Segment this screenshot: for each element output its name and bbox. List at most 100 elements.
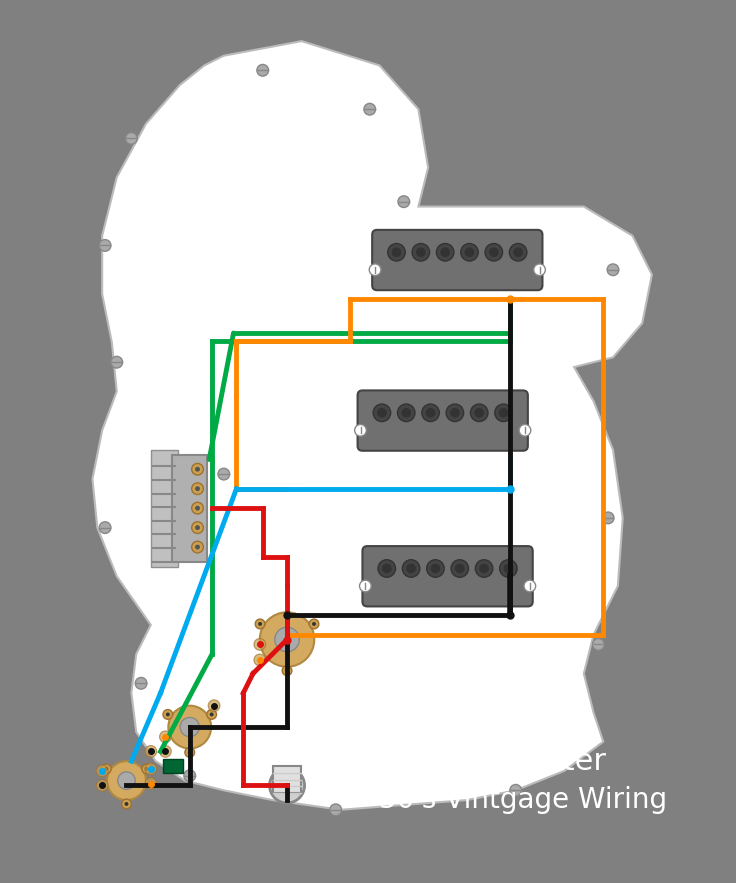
Circle shape: [509, 244, 527, 261]
Circle shape: [392, 247, 401, 257]
Circle shape: [412, 244, 430, 261]
Circle shape: [208, 700, 220, 712]
Circle shape: [105, 767, 108, 771]
Bar: [273, 766, 301, 793]
Circle shape: [355, 425, 367, 436]
Circle shape: [160, 745, 171, 758]
Circle shape: [195, 506, 200, 510]
Circle shape: [275, 627, 300, 652]
Circle shape: [534, 264, 545, 275]
Text: 50's Vintgage Wiring: 50's Vintgage Wiring: [380, 786, 668, 814]
Circle shape: [195, 487, 200, 491]
Circle shape: [378, 560, 395, 577]
Circle shape: [359, 580, 371, 592]
Circle shape: [446, 404, 464, 421]
FancyBboxPatch shape: [372, 230, 542, 291]
Circle shape: [99, 239, 111, 252]
Circle shape: [282, 666, 292, 675]
Circle shape: [470, 404, 488, 421]
Circle shape: [422, 404, 439, 421]
Bar: [163, 759, 183, 773]
Circle shape: [207, 710, 216, 720]
Circle shape: [145, 767, 149, 771]
Circle shape: [121, 799, 131, 809]
Circle shape: [124, 802, 129, 806]
Circle shape: [519, 425, 531, 436]
Circle shape: [330, 804, 342, 816]
Circle shape: [369, 264, 381, 275]
Bar: [172, 455, 208, 562]
Circle shape: [118, 772, 135, 789]
Circle shape: [440, 247, 450, 257]
Circle shape: [425, 408, 436, 418]
Circle shape: [210, 713, 213, 716]
Circle shape: [96, 765, 108, 777]
Circle shape: [513, 247, 523, 257]
Circle shape: [191, 502, 203, 514]
Circle shape: [592, 638, 604, 650]
Circle shape: [188, 751, 191, 754]
Circle shape: [195, 545, 200, 549]
Circle shape: [377, 408, 387, 418]
Circle shape: [397, 404, 415, 421]
Circle shape: [185, 748, 194, 758]
Circle shape: [398, 196, 410, 208]
Circle shape: [312, 622, 316, 626]
Circle shape: [436, 244, 454, 261]
FancyBboxPatch shape: [362, 546, 533, 607]
Circle shape: [382, 563, 392, 573]
Circle shape: [254, 654, 266, 666]
Circle shape: [191, 464, 203, 475]
Circle shape: [99, 522, 111, 533]
Circle shape: [269, 768, 305, 803]
Circle shape: [191, 483, 203, 494]
Circle shape: [489, 247, 499, 257]
Circle shape: [135, 677, 147, 689]
Circle shape: [195, 525, 200, 530]
Circle shape: [510, 784, 522, 796]
Circle shape: [107, 761, 146, 800]
Polygon shape: [93, 42, 652, 810]
Circle shape: [406, 563, 416, 573]
Circle shape: [403, 560, 420, 577]
Circle shape: [427, 560, 445, 577]
Circle shape: [451, 560, 469, 577]
Circle shape: [191, 522, 203, 533]
Circle shape: [260, 612, 314, 667]
Circle shape: [218, 468, 230, 480]
Circle shape: [602, 512, 614, 524]
Circle shape: [254, 638, 266, 650]
Circle shape: [96, 780, 108, 791]
Circle shape: [416, 247, 425, 257]
Circle shape: [479, 563, 489, 573]
Circle shape: [373, 404, 391, 421]
Circle shape: [388, 244, 406, 261]
Circle shape: [257, 64, 269, 76]
Circle shape: [195, 467, 200, 472]
Circle shape: [607, 264, 619, 275]
Circle shape: [102, 764, 111, 774]
Circle shape: [285, 668, 289, 673]
Circle shape: [163, 710, 173, 720]
Circle shape: [401, 408, 411, 418]
Circle shape: [169, 706, 211, 749]
Circle shape: [309, 619, 319, 629]
Circle shape: [450, 408, 460, 418]
Circle shape: [145, 763, 157, 774]
Circle shape: [455, 563, 464, 573]
Bar: [151, 449, 178, 567]
Circle shape: [461, 244, 478, 261]
Circle shape: [524, 580, 536, 592]
Circle shape: [431, 563, 440, 573]
Circle shape: [258, 622, 262, 626]
Circle shape: [160, 731, 171, 743]
Circle shape: [503, 563, 513, 573]
Circle shape: [499, 408, 509, 418]
Text: Stratocaster: Stratocaster: [418, 747, 606, 775]
Circle shape: [184, 770, 196, 781]
Circle shape: [126, 132, 137, 144]
Circle shape: [180, 718, 199, 736]
Circle shape: [145, 778, 157, 789]
Circle shape: [474, 408, 484, 418]
Circle shape: [111, 357, 123, 368]
